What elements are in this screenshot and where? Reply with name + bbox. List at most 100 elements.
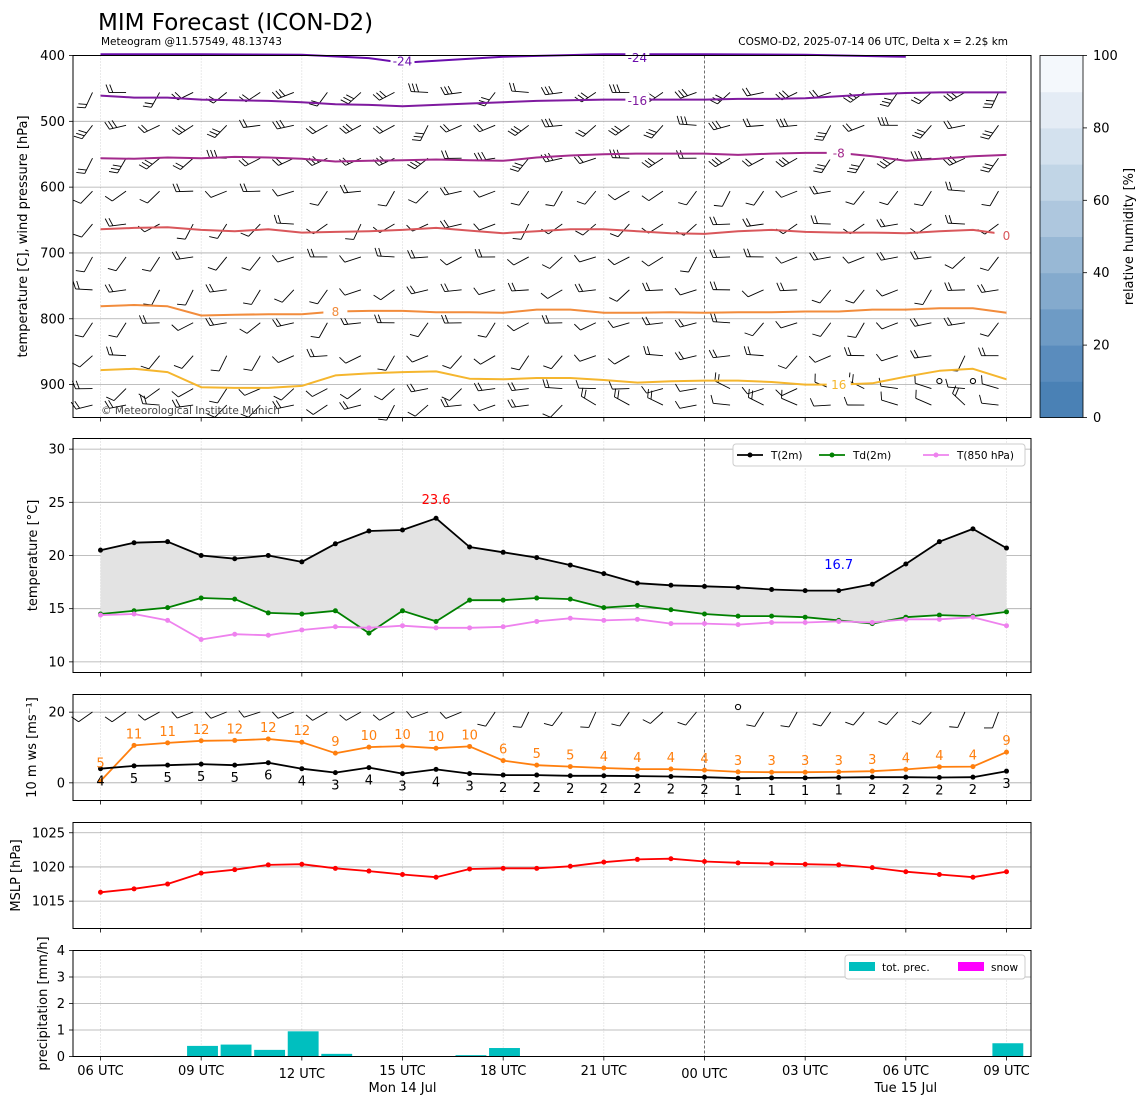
- precip-ytick-label: 3: [57, 971, 65, 986]
- wind-barb: [339, 255, 346, 263]
- t850-point: [366, 625, 372, 631]
- wind-barb: [917, 150, 923, 160]
- precip-bar: [254, 1049, 286, 1057]
- wind-barb: [584, 389, 587, 399]
- wind-barb: [751, 390, 754, 400]
- wind-barb: [674, 352, 681, 360]
- wind-barb: [947, 120, 953, 129]
- wind-barb: [845, 201, 854, 205]
- windspeed-point: [869, 774, 875, 780]
- upper-air-ytick-label: 600: [40, 181, 65, 196]
- wind-barb: [343, 190, 361, 194]
- wind-barb: [747, 346, 751, 355]
- wind-barb: [305, 159, 313, 166]
- wind-barb: [443, 124, 450, 131]
- wind-barb: [474, 248, 479, 258]
- wind-barb: [686, 190, 697, 206]
- wind-barb: [379, 92, 395, 101]
- wind-barb: [881, 355, 898, 362]
- wind-barb: [715, 157, 731, 168]
- wind-barb: [612, 84, 617, 93]
- wind-barb: [646, 388, 664, 394]
- surface-wind-barb: [379, 711, 395, 721]
- wind-barb: [540, 292, 548, 299]
- upper-air-panel: 400 500 600 700 800 900 -24 -24 -16 -8 0 8 16 tempera…: [16, 49, 1032, 422]
- mslp-point: [769, 861, 775, 867]
- wind-barb: [271, 91, 279, 99]
- wind-barb: [511, 388, 529, 391]
- wind-barb: [107, 268, 117, 272]
- wind-barb: [747, 289, 764, 298]
- wind-barb: [712, 349, 718, 358]
- td2m-point: [769, 613, 775, 619]
- wind-barb: [109, 223, 127, 227]
- wind-barb: [880, 385, 898, 390]
- wind-barb: [573, 354, 581, 362]
- wind-barb: [175, 399, 181, 408]
- colorbar-band: [1040, 236, 1083, 274]
- wind-barb: [813, 256, 831, 261]
- wind-barb: [445, 124, 462, 133]
- wind-barb: [957, 355, 966, 372]
- isotherm-label-bg: [323, 304, 348, 319]
- wind-barb: [205, 284, 211, 293]
- wind-barb: [678, 90, 685, 98]
- wind-barb: [815, 167, 824, 170]
- wind-barb: [808, 355, 816, 363]
- isotherm-line: [100, 151, 1007, 163]
- wind-barb: [547, 289, 563, 299]
- mslp-point: [500, 865, 506, 871]
- wind-barb: [843, 396, 848, 406]
- gust-point: [299, 739, 305, 745]
- wind-barb: [443, 186, 450, 195]
- mslp-line: [100, 857, 1007, 894]
- wind-barb: [573, 156, 581, 164]
- surface-wind-barb: [845, 721, 854, 726]
- wind-barb: [108, 120, 114, 129]
- wind-barb: [715, 94, 724, 100]
- t850-point: [299, 627, 305, 633]
- wind-barb: [510, 367, 520, 371]
- wind-barb: [713, 281, 718, 290]
- gust-value-label: 4: [700, 752, 708, 767]
- windspeed-value-label: 1: [767, 784, 775, 799]
- legend-label: T(850 hPa): [956, 450, 1014, 462]
- wind-barb: [684, 116, 688, 125]
- td2m-point: [534, 595, 540, 601]
- wind-barb: [713, 313, 718, 323]
- t2m-point: [165, 539, 171, 545]
- gust-value-label: 9: [1002, 734, 1010, 749]
- wind-barb: [176, 404, 194, 408]
- wind-barb: [174, 91, 182, 99]
- wind-barb: [679, 322, 697, 328]
- wind-barb: [545, 315, 550, 324]
- wind-barb: [741, 160, 749, 167]
- t2m-point: [400, 527, 405, 533]
- legend-swatch: [958, 962, 984, 971]
- wind-barb: [914, 151, 919, 160]
- wind-barb: [713, 223, 731, 226]
- wind-barb: [414, 404, 429, 417]
- wind-barb: [943, 317, 949, 326]
- mslp-ytick-label: 1025: [32, 826, 65, 841]
- wind-barb: [176, 237, 186, 240]
- wind-barb: [478, 289, 496, 296]
- date-label: Tue 15 Jul: [873, 1081, 937, 1096]
- gust-value-label: 3: [801, 754, 809, 769]
- colorbar-frame: [1039, 55, 1084, 418]
- wind-barb: [746, 223, 764, 227]
- mslp-point: [1004, 869, 1009, 875]
- t850-line: [100, 613, 1007, 641]
- wind-barb: [75, 270, 85, 273]
- wind-barb: [276, 222, 294, 225]
- t850-point: [232, 631, 238, 637]
- temperature-annotation: 23.6: [422, 493, 451, 508]
- t2m-point: [601, 571, 607, 577]
- wind-barb: [444, 283, 449, 292]
- windspeed-point: [131, 763, 137, 769]
- wind-barb: [746, 118, 751, 127]
- windspeed-point: [1004, 768, 1009, 774]
- wind-barb: [978, 347, 982, 356]
- wind-barb: [74, 334, 84, 338]
- wind-barb: [948, 282, 953, 291]
